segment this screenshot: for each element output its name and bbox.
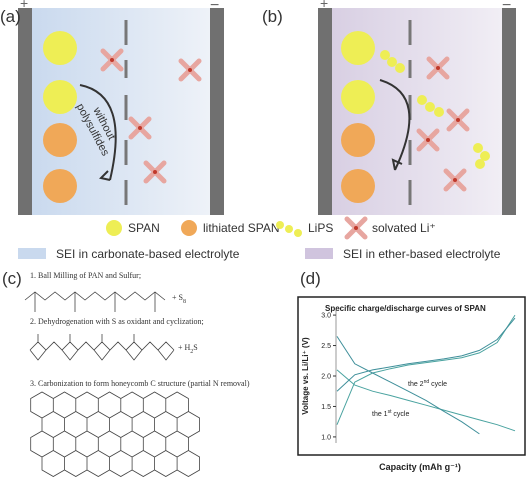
product-text: S <box>193 343 197 352</box>
panel-a: (a) + − without polysulfides <box>0 0 224 215</box>
curve <box>336 336 480 435</box>
annotation-sup: nd <box>424 379 430 385</box>
chart-frame <box>297 296 526 456</box>
legend-text: SEI in ether-based electrolyte <box>343 247 501 261</box>
legend-text: SPAN <box>128 221 160 235</box>
annotation-text: cycle <box>429 381 447 388</box>
annotation-text: the 2 <box>408 381 424 388</box>
legend-text: solvated Li⁺ <box>372 221 436 235</box>
subscript: 8 <box>183 299 186 305</box>
panel-d: (d) Specific charge/discharge curves of … <box>297 269 526 472</box>
subscript: 2 <box>190 349 193 355</box>
minus-sign: − <box>210 0 219 14</box>
product-text: + S <box>172 293 183 302</box>
panel-b: (b) + − <box>262 0 516 215</box>
hexagon <box>30 391 200 477</box>
curve <box>336 314 516 425</box>
panel-label: (d) <box>300 269 321 288</box>
plus-sign: + <box>20 0 28 11</box>
x-axis-label: Capacity (mAh g⁻¹) <box>379 462 461 472</box>
panel-label: (a) <box>0 7 21 26</box>
legend: SPAN lithiated SPAN LiPS solvated Li⁺ SE… <box>18 219 501 261</box>
product: + H2S <box>178 343 198 355</box>
panel-c: (c) 1. Ball Milling of PAN and Sulfur; +… <box>2 269 250 477</box>
legend-text: lithiated SPAN <box>203 221 279 235</box>
plus-sign: + <box>320 0 328 11</box>
annotation-text: cycle <box>391 411 409 418</box>
curve <box>336 317 516 392</box>
y-tick-label: 3.0 <box>321 313 331 320</box>
panel-label: (b) <box>262 7 283 26</box>
y-tick-label: 2.0 <box>321 374 331 381</box>
annotation: the 1st cycle <box>372 409 409 418</box>
y-axis-label: Voltage vs. Li/Li⁺ (V) <box>301 337 310 415</box>
product-text: + H <box>178 343 191 352</box>
curve <box>336 369 516 432</box>
y-tick-label: 2.5 <box>321 343 331 350</box>
chart-title: Specific charge/discharge curves of SPAN <box>325 304 486 313</box>
product: + S8 <box>172 293 186 305</box>
honeycomb <box>30 391 200 477</box>
step-text: 3. Carbonization to form honeycomb C str… <box>30 379 250 388</box>
annotation-sup: st <box>388 409 393 415</box>
legend-text: LiPS <box>308 221 333 235</box>
minus-sign: − <box>502 0 511 14</box>
annotation-text: the 1 <box>372 411 388 418</box>
y-tick-label: 1.0 <box>321 434 331 441</box>
panel-label: (c) <box>2 269 22 288</box>
y-tick-label: 1.5 <box>321 404 331 411</box>
step-text: 1. Ball Milling of PAN and Sulfur; <box>30 271 141 280</box>
step-text: 2. Dehydrogenation with S as oxidant and… <box>30 317 204 326</box>
legend-text: SEI in carbonate-based electrolyte <box>56 247 240 261</box>
annotation: the 2nd cycle <box>408 379 447 388</box>
